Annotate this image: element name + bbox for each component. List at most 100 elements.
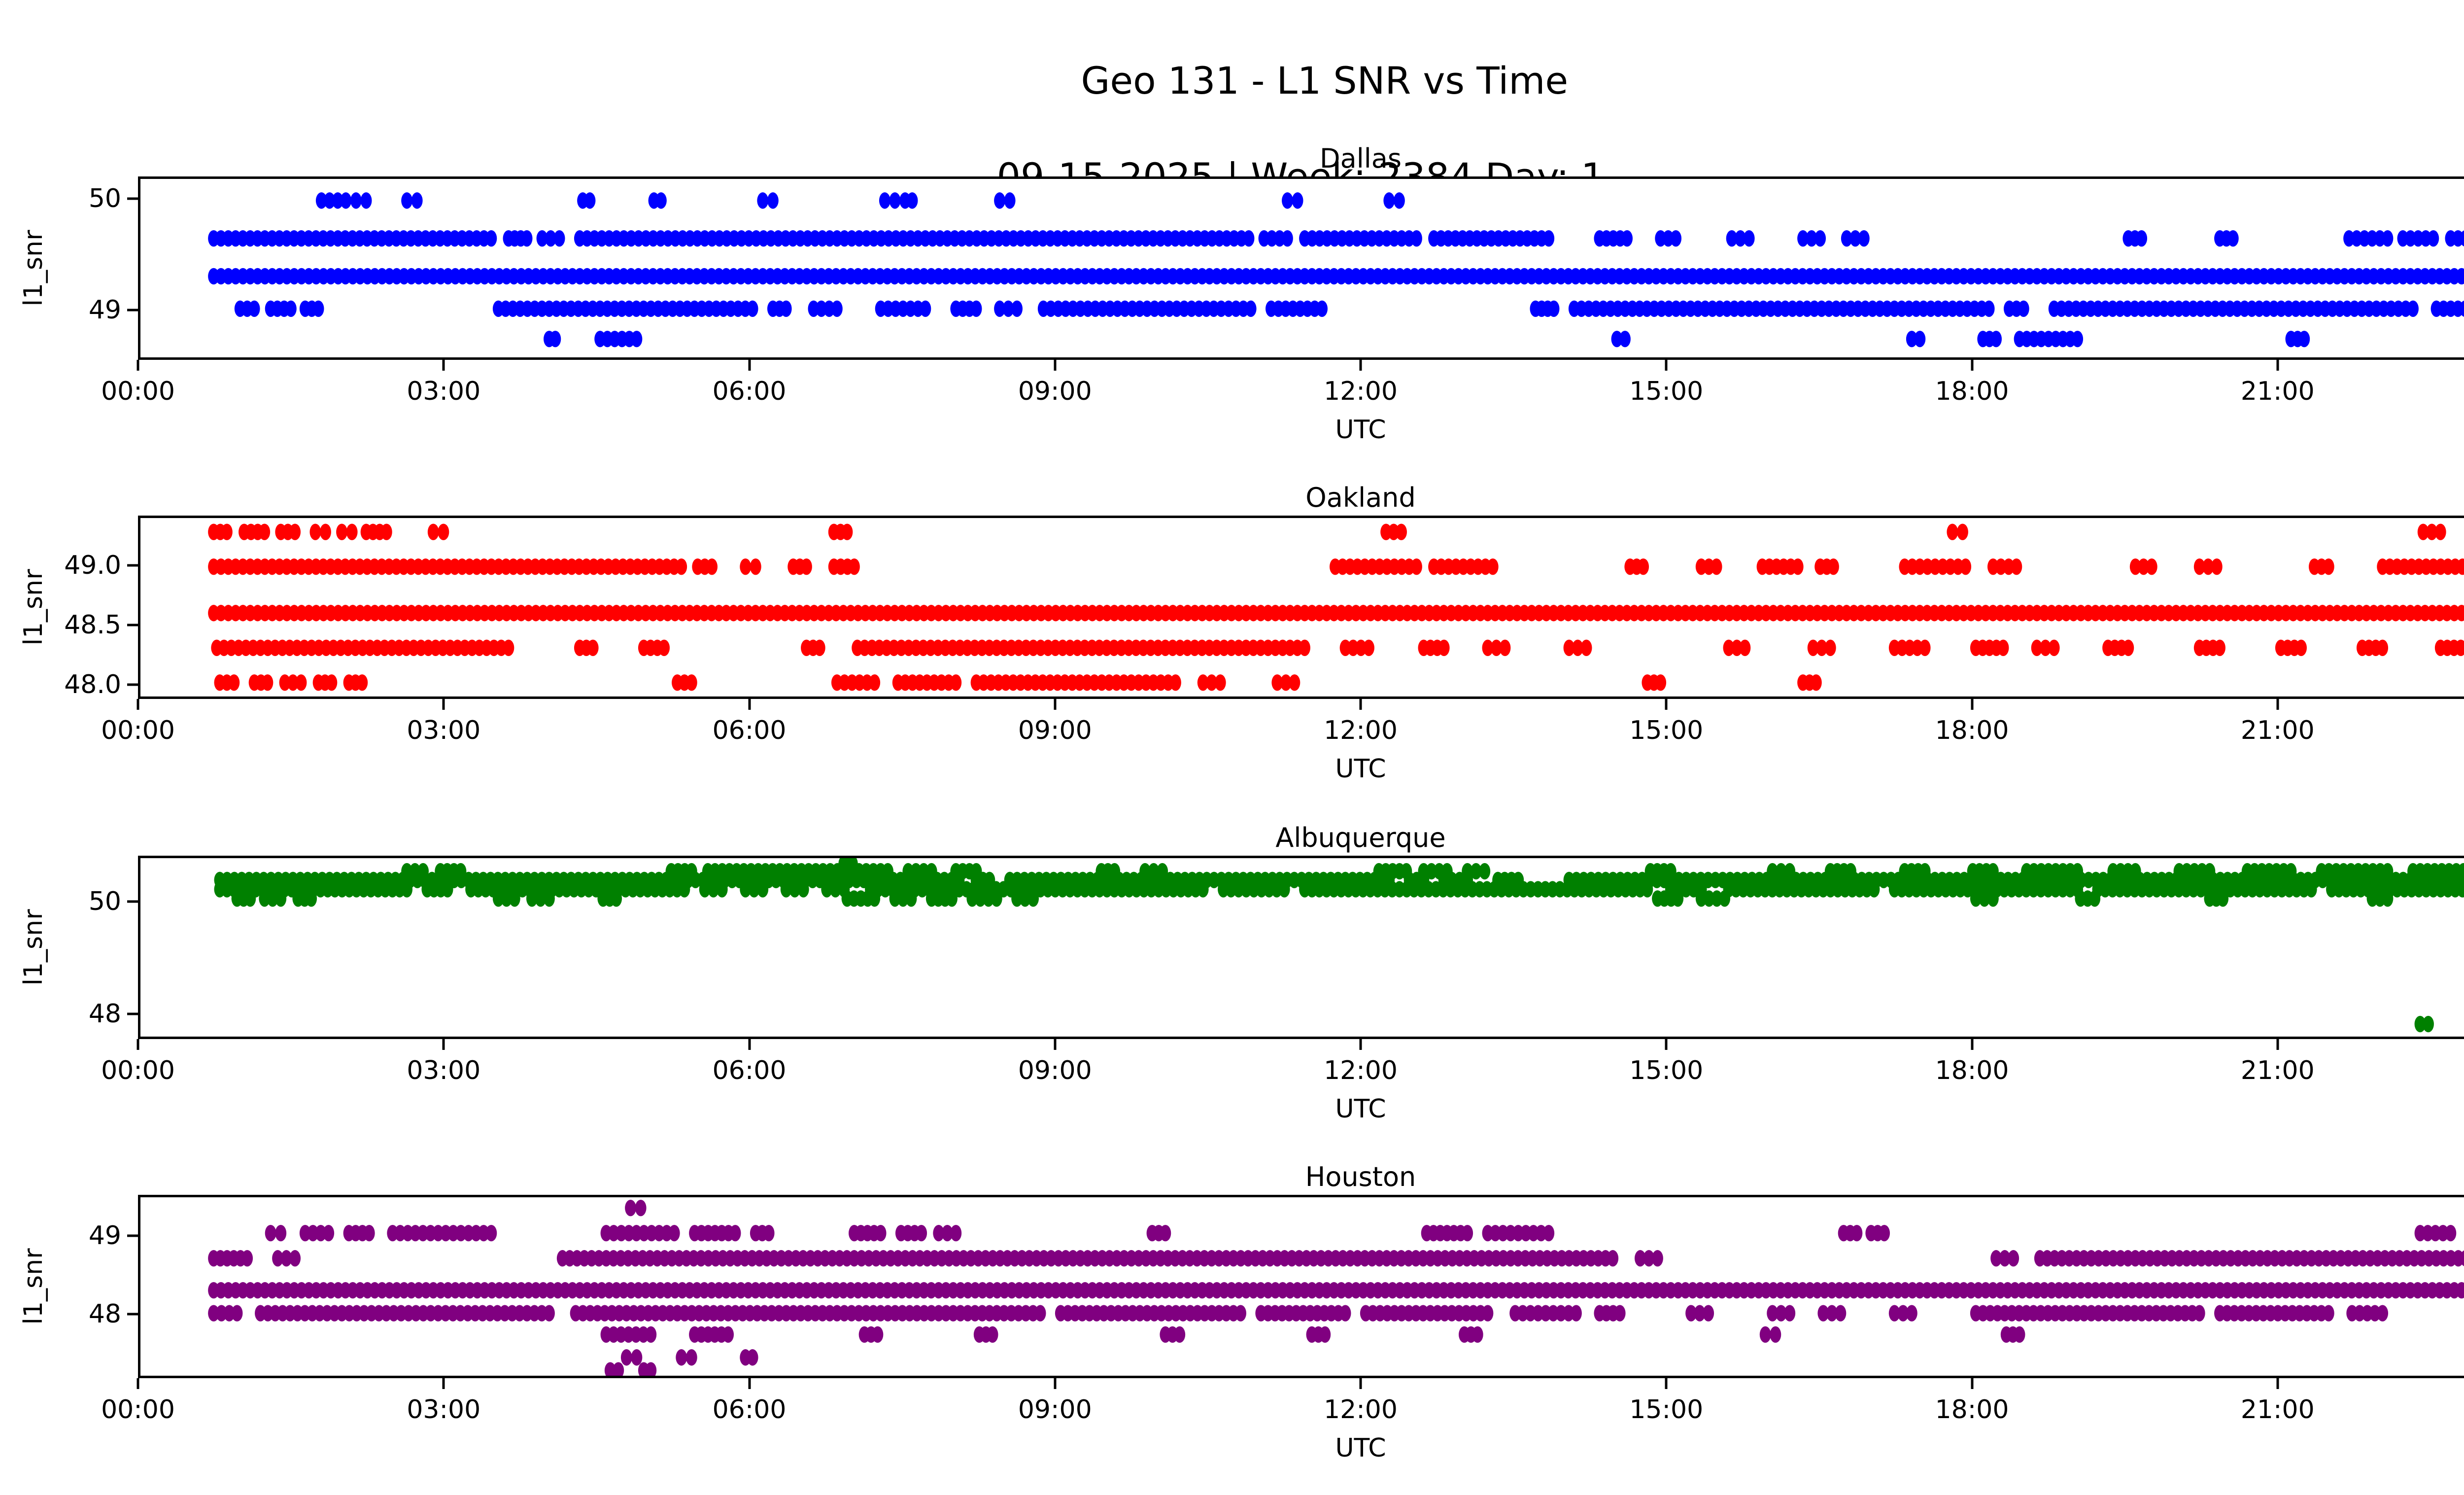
plot-area-dallas[interactable] <box>138 176 2464 360</box>
xtick-label-albuquerque-2: 06:00 <box>712 1056 787 1085</box>
xtick-mark-albuquerque-2 <box>748 1039 751 1050</box>
xtick-label-dallas-3: 09:00 <box>1018 377 1092 406</box>
xtick-mark-houston-5 <box>1665 1378 1668 1389</box>
xtick-label-albuquerque-1: 03:00 <box>407 1056 481 1085</box>
subplot-dallas: Dallas 50 49 l1_snr 00:00 03:00 06:00 09:00 12:0… <box>0 143 2464 446</box>
xtick-mark-oakland-3 <box>1054 699 1057 710</box>
plot-area-albuquerque[interactable] <box>138 856 2464 1039</box>
ytick-mark-dallas-1 <box>127 309 138 312</box>
xtick-mark-albuquerque-7 <box>2276 1039 2279 1050</box>
x-axis-label-dallas: UTC <box>1335 415 1386 445</box>
xtick-label-houston-4: 12:00 <box>1324 1395 1398 1425</box>
xtick-mark-oakland-1 <box>442 699 445 710</box>
xtick-mark-albuquerque-3 <box>1054 1039 1057 1050</box>
ytick-mark-oakland-2 <box>127 683 138 686</box>
subplot-oakland: Oakland 49.0 48.5 48.0 l1_snr 00:00 03:00 06:00… <box>0 482 2464 785</box>
xtick-mark-dallas-0 <box>137 360 139 371</box>
xtick-mark-dallas-2 <box>748 360 751 371</box>
xtick-mark-albuquerque-0 <box>137 1039 139 1050</box>
xtick-label-oakland-0: 00:00 <box>101 716 175 745</box>
subplot-title-oakland: Oakland <box>1305 482 1416 513</box>
xtick-mark-houston-3 <box>1054 1378 1057 1389</box>
figure-title-line-1: Geo 131 - L1 SNR vs Time <box>1081 59 1569 103</box>
x-axis-label-houston: UTC <box>1335 1433 1386 1463</box>
ytick-label-oakland-2: 48.0 <box>64 670 121 699</box>
xtick-mark-houston-6 <box>1971 1378 1973 1389</box>
ytick-mark-oakland-1 <box>127 624 138 626</box>
xtick-mark-oakland-0 <box>137 699 139 710</box>
xtick-label-albuquerque-5: 15:00 <box>1629 1056 1704 1085</box>
subplot-title-albuquerque: Albuquerque <box>1275 822 1446 853</box>
y-axis-label-oakland: l1_snr <box>19 569 48 646</box>
xtick-mark-houston-0 <box>137 1378 139 1389</box>
ytick-label-oakland-1: 48.5 <box>64 610 121 640</box>
ytick-label-dallas-1: 49 <box>88 295 121 325</box>
scatter-series-oakland <box>208 523 2464 691</box>
ytick-mark-houston-0 <box>127 1234 138 1237</box>
scatter-series-dallas <box>208 192 2464 348</box>
xtick-label-albuquerque-0: 00:00 <box>101 1056 175 1085</box>
xtick-label-houston-3: 09:00 <box>1018 1395 1092 1425</box>
xtick-label-dallas-2: 06:00 <box>712 377 787 406</box>
x-axis-label-albuquerque: UTC <box>1335 1094 1386 1124</box>
xtick-label-dallas-0: 00:00 <box>101 377 175 406</box>
xtick-mark-houston-1 <box>442 1378 445 1389</box>
xtick-label-oakland-1: 03:00 <box>407 716 481 745</box>
xtick-label-houston-1: 03:00 <box>407 1395 481 1425</box>
xtick-label-oakland-7: 21:00 <box>2240 716 2315 745</box>
plot-area-houston[interactable] <box>138 1195 2464 1378</box>
ytick-label-houston-0: 49 <box>88 1220 121 1251</box>
xtick-label-oakland-5: 15:00 <box>1629 716 1704 745</box>
xtick-mark-oakland-6 <box>1971 699 1973 710</box>
xtick-label-houston-7: 21:00 <box>2240 1395 2315 1425</box>
xtick-label-houston-5: 15:00 <box>1629 1395 1704 1425</box>
xtick-mark-oakland-5 <box>1665 699 1668 710</box>
xtick-label-dallas-1: 03:00 <box>407 377 481 406</box>
xtick-mark-dallas-3 <box>1054 360 1057 371</box>
plot-area-oakland[interactable] <box>138 516 2464 699</box>
y-axis-label-albuquerque: l1_snr <box>19 909 48 986</box>
xtick-label-albuquerque-3: 09:00 <box>1018 1056 1092 1085</box>
xtick-mark-dallas-1 <box>442 360 445 371</box>
subplot-title-houston: Houston <box>1305 1161 1416 1192</box>
y-axis-label-houston: l1_snr <box>19 1248 48 1325</box>
scatter-series-albuquerque <box>214 858 2464 1033</box>
xtick-label-oakland-4: 12:00 <box>1324 716 1398 745</box>
subplot-title-dallas: Dallas <box>1320 143 1402 174</box>
xtick-label-dallas-5: 15:00 <box>1629 377 1704 406</box>
ytick-mark-dallas-0 <box>127 197 138 200</box>
xtick-mark-dallas-7 <box>2276 360 2279 371</box>
xtick-mark-dallas-4 <box>1359 360 1362 371</box>
xtick-mark-houston-7 <box>2276 1378 2279 1389</box>
xtick-label-dallas-4: 12:00 <box>1324 377 1398 406</box>
ytick-label-dallas-0: 50 <box>88 184 121 214</box>
scatter-series-houston <box>208 1199 2464 1376</box>
xtick-mark-dallas-6 <box>1971 360 1973 371</box>
xtick-mark-dallas-5 <box>1665 360 1668 371</box>
xtick-mark-houston-4 <box>1359 1378 1362 1389</box>
xtick-mark-houston-2 <box>748 1378 751 1389</box>
xtick-label-albuquerque-4: 12:00 <box>1324 1056 1398 1085</box>
ytick-label-houston-1: 48 <box>88 1299 121 1329</box>
ytick-label-albuquerque-0: 50 <box>88 887 121 917</box>
xtick-label-oakland-2: 06:00 <box>712 716 787 745</box>
ytick-mark-albuquerque-1 <box>127 1012 138 1015</box>
xtick-mark-albuquerque-5 <box>1665 1039 1668 1050</box>
xtick-label-dallas-6: 18:00 <box>1935 377 2009 406</box>
xtick-mark-oakland-4 <box>1359 699 1362 710</box>
ytick-mark-oakland-0 <box>127 564 138 567</box>
xtick-label-houston-0: 00:00 <box>101 1395 175 1425</box>
xtick-label-houston-6: 18:00 <box>1935 1395 2009 1425</box>
ytick-mark-albuquerque-0 <box>127 900 138 903</box>
xtick-label-dallas-7: 21:00 <box>2240 377 2315 406</box>
xtick-mark-oakland-2 <box>748 699 751 710</box>
xtick-label-albuquerque-7: 21:00 <box>2240 1056 2315 1085</box>
ytick-label-oakland-0: 49.0 <box>64 551 121 581</box>
xtick-mark-albuquerque-1 <box>442 1039 445 1050</box>
xtick-label-oakland-6: 18:00 <box>1935 716 2009 745</box>
xtick-mark-oakland-7 <box>2276 699 2279 710</box>
subplot-albuquerque: Albuquerque 50 48 l1_snr 00:00 03:00 06:00 09:0… <box>0 822 2464 1125</box>
xtick-label-albuquerque-6: 18:00 <box>1935 1056 2009 1085</box>
subplot-houston: Houston 49 48 l1_snr 00:00 03:00 06:00 09:00 12:… <box>0 1161 2464 1464</box>
